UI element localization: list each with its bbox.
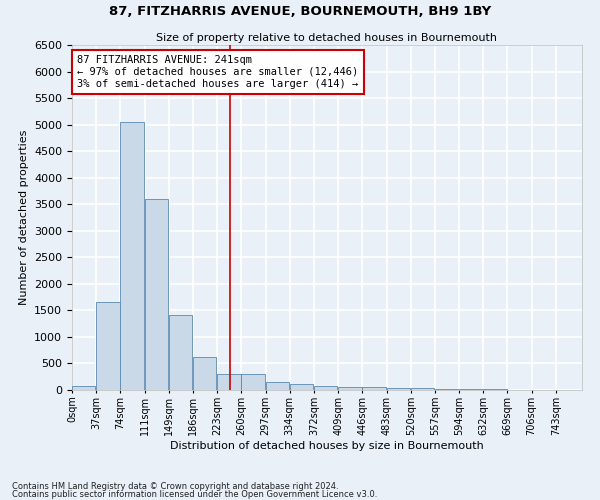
Bar (386, 388, 410, 390)
Bar (145, 199, 168, 390)
Bar (121, 122, 144, 390)
Bar (410, 388, 434, 390)
Bar (338, 387, 362, 390)
Y-axis label: Number of detached properties: Number of detached properties (19, 130, 29, 305)
Bar (314, 386, 337, 390)
Bar (96, 302, 119, 390)
Bar (459, 389, 482, 390)
Bar (435, 389, 458, 390)
Bar (72, 386, 95, 390)
Text: 87, FITZHARRIS AVENUE, BOURNEMOUTH, BH9 1BY: 87, FITZHARRIS AVENUE, BOURNEMOUTH, BH9 … (109, 5, 491, 18)
Text: 87 FITZHARRIS AVENUE: 241sqm
← 97% of detached houses are smaller (12,446)
3% of: 87 FITZHARRIS AVENUE: 241sqm ← 97% of de… (77, 56, 358, 88)
Title: Size of property relative to detached houses in Bournemouth: Size of property relative to detached ho… (157, 33, 497, 43)
Text: Contains public sector information licensed under the Open Government Licence v3: Contains public sector information licen… (12, 490, 377, 499)
Bar (266, 382, 289, 390)
Bar (241, 374, 265, 390)
Text: Contains HM Land Registry data © Crown copyright and database right 2024.: Contains HM Land Registry data © Crown c… (12, 482, 338, 491)
Bar (169, 314, 192, 390)
Bar (217, 374, 241, 390)
X-axis label: Distribution of detached houses by size in Bournemouth: Distribution of detached houses by size … (170, 440, 484, 450)
Bar (290, 384, 313, 390)
Bar (193, 357, 217, 390)
Bar (362, 387, 386, 390)
